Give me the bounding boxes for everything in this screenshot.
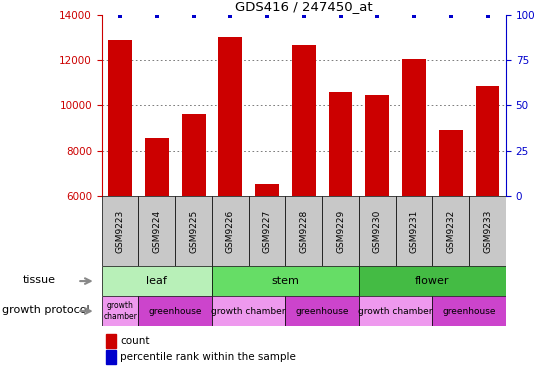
Point [446, 14, 455, 19]
Bar [329, 92, 353, 196]
Point [300, 14, 309, 19]
Text: growth protocol: growth protocol [2, 305, 89, 315]
Title: GDS416 / 247450_at: GDS416 / 247450_at [235, 0, 373, 14]
Bar [106, 350, 116, 364]
Text: GSM9229: GSM9229 [336, 209, 345, 253]
Bar [212, 196, 249, 266]
Point [263, 14, 272, 19]
Text: GSM9231: GSM9231 [410, 209, 419, 253]
Bar [292, 45, 316, 196]
Text: tissue: tissue [22, 274, 55, 285]
Point [116, 14, 125, 19]
Point [373, 14, 382, 19]
Bar [469, 196, 506, 266]
Bar [145, 138, 169, 196]
Bar [139, 296, 212, 326]
Bar [433, 196, 469, 266]
Bar [286, 196, 322, 266]
Bar [175, 196, 212, 266]
Text: GSM9228: GSM9228 [299, 209, 309, 253]
Text: flower: flower [415, 276, 449, 286]
Bar [219, 37, 242, 196]
Text: GSM9226: GSM9226 [226, 209, 235, 253]
Text: percentile rank within the sample: percentile rank within the sample [120, 352, 296, 362]
Point [410, 14, 419, 19]
Text: greenhouse: greenhouse [442, 307, 496, 315]
Text: GSM9227: GSM9227 [263, 209, 272, 253]
Point [189, 14, 198, 19]
Bar [402, 59, 426, 196]
Bar [366, 95, 389, 196]
Text: GSM9230: GSM9230 [373, 209, 382, 253]
Point [226, 14, 235, 19]
Bar [359, 196, 396, 266]
Bar [476, 86, 499, 196]
Bar [396, 196, 433, 266]
Point [153, 14, 162, 19]
Bar [286, 296, 359, 326]
Bar [212, 296, 286, 326]
Bar [439, 130, 463, 196]
Bar [212, 266, 359, 296]
Point [336, 14, 345, 19]
Bar [433, 296, 506, 326]
Text: count: count [120, 336, 149, 346]
Text: leaf: leaf [146, 276, 167, 286]
Bar [359, 266, 506, 296]
Bar [108, 40, 132, 196]
Text: growth chamber: growth chamber [358, 307, 433, 315]
Text: stem: stem [272, 276, 300, 286]
Bar [322, 196, 359, 266]
Bar [255, 184, 279, 196]
Point [483, 14, 492, 19]
Text: GSM9225: GSM9225 [189, 209, 198, 253]
Bar [359, 296, 433, 326]
Text: greenhouse: greenhouse [149, 307, 202, 315]
Bar [139, 196, 175, 266]
Text: GSM9232: GSM9232 [446, 209, 455, 253]
Bar [106, 334, 116, 348]
Text: GSM9223: GSM9223 [116, 209, 125, 253]
Bar [102, 296, 139, 326]
Text: GSM9233: GSM9233 [483, 209, 492, 253]
Bar [249, 196, 286, 266]
Text: growth
chamber: growth chamber [103, 301, 137, 321]
Bar [182, 115, 206, 196]
Bar [102, 196, 139, 266]
Text: GSM9224: GSM9224 [153, 210, 162, 253]
Text: greenhouse: greenhouse [296, 307, 349, 315]
Text: growth chamber: growth chamber [211, 307, 286, 315]
Bar [102, 266, 212, 296]
